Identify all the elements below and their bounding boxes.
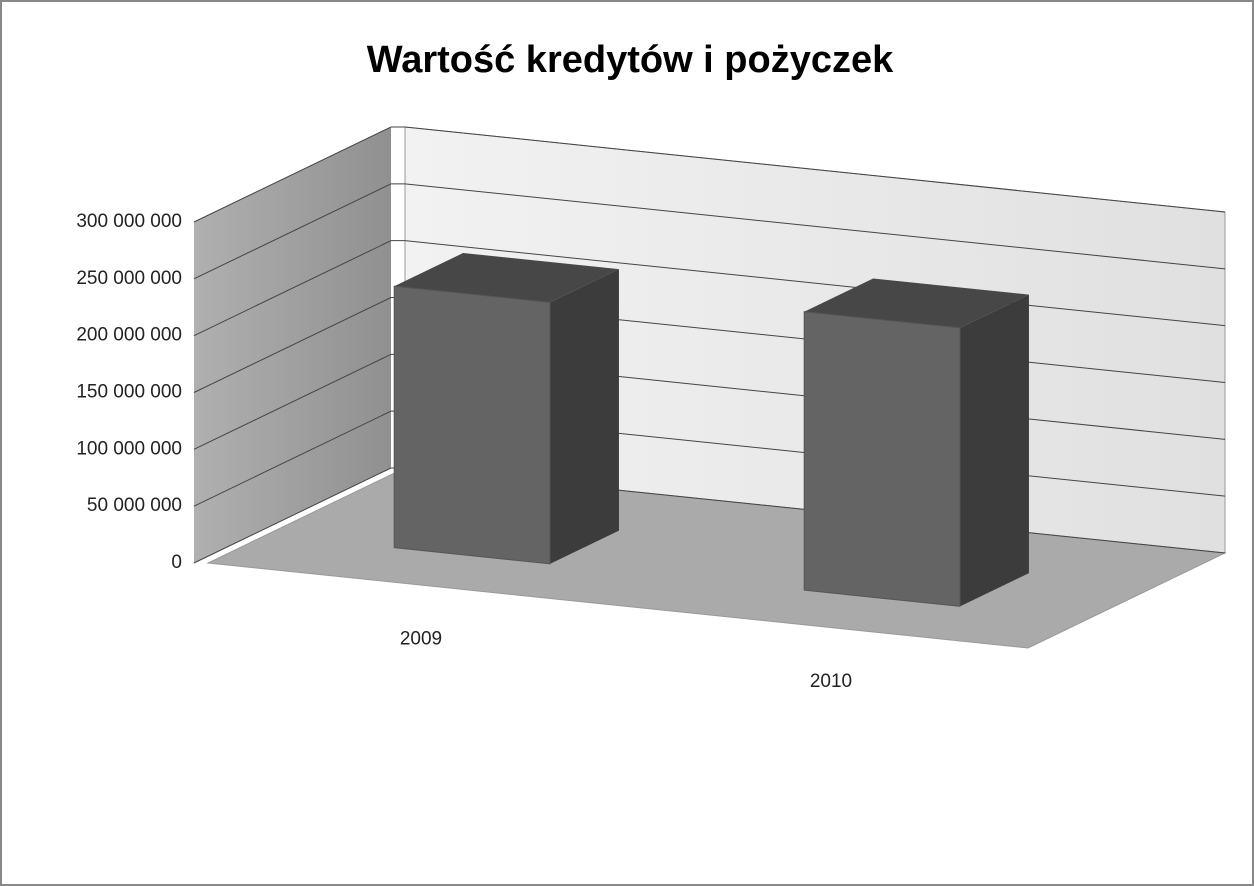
bar-side [960, 294, 1029, 607]
y-tick-label: 100 000 000 [76, 438, 182, 459]
grid-line [193, 183, 1226, 280]
y-tick-label: 250 000 000 [76, 268, 182, 289]
y-tick-label: 150 000 000 [76, 382, 182, 403]
bar [803, 311, 961, 607]
bar [393, 285, 551, 565]
bar-side [550, 269, 619, 564]
grid-line [193, 240, 1226, 337]
bar-top [394, 252, 619, 303]
y-tick-label: 50 000 000 [87, 495, 182, 516]
bar-top [804, 278, 1029, 328]
x-tick-label: 2009 [400, 628, 442, 649]
y-tick-label: 300 000 000 [76, 211, 182, 232]
y-tick-label: 0 [171, 552, 182, 573]
grid-line [193, 126, 1226, 223]
x-tick-label: 2010 [810, 671, 852, 692]
y-tick-label: 200 000 000 [76, 325, 182, 346]
chart-title: Wartość kredytów i pożyczek [367, 39, 894, 81]
